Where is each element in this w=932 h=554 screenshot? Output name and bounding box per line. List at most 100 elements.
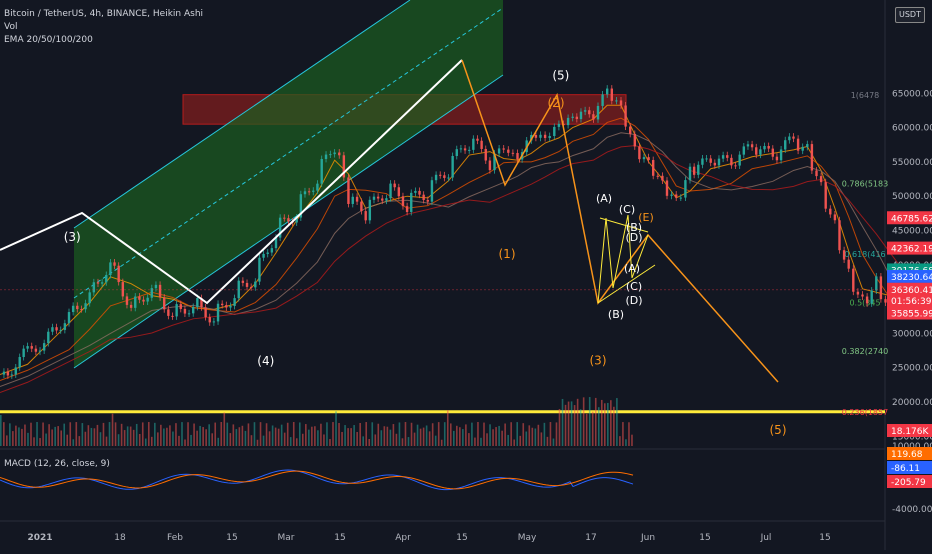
volume-bar — [169, 425, 171, 446]
candle-body — [624, 105, 627, 127]
volume-bar — [244, 430, 247, 446]
volume-bar — [292, 422, 295, 446]
macd-legend[interactable]: MACD (12, 26, close, 9) — [4, 459, 110, 469]
candle-body — [530, 134, 533, 141]
volume-bar — [332, 422, 334, 446]
volume-bar — [160, 424, 162, 446]
candle-body — [129, 304, 133, 308]
price-badge — [887, 294, 932, 308]
candle-body — [76, 305, 79, 310]
volume-bar — [93, 428, 96, 446]
volume-bar — [36, 422, 38, 446]
candle-body — [647, 157, 650, 161]
volume-bar — [232, 424, 235, 446]
candle-body — [788, 136, 791, 141]
time-tick-label: Jun — [640, 533, 655, 543]
volume-bar — [350, 428, 352, 446]
price-badge-label: 35855.99 — [891, 310, 932, 320]
volume-bar — [528, 425, 531, 446]
candle-body — [553, 126, 556, 137]
volume-bar — [537, 424, 540, 446]
volume-bar — [308, 429, 310, 446]
candle-body — [6, 371, 10, 376]
ema-indicator-label[interactable]: EMA 20/50/100/200 — [4, 35, 93, 45]
volume-bar — [108, 422, 111, 446]
volume-bar — [256, 439, 259, 446]
volume-bar — [39, 438, 41, 446]
candle-body — [2, 371, 6, 375]
volume-bar — [123, 430, 126, 446]
candle-body — [262, 253, 265, 258]
price-badge — [887, 306, 932, 320]
volume-bar — [87, 425, 90, 446]
candle-body — [312, 190, 315, 192]
candle-body — [439, 174, 442, 176]
volume-bar — [495, 427, 497, 446]
time-tick-label: Feb — [167, 533, 183, 543]
volume-bar — [147, 422, 150, 446]
candle-body — [705, 158, 708, 160]
fib-level-label: 0.236(1857 — [842, 408, 888, 417]
candle-body — [717, 158, 721, 166]
candle-body — [55, 327, 58, 331]
candle-body — [216, 303, 220, 322]
wave-label-white: (5) — [552, 69, 569, 83]
volume-bar — [564, 404, 567, 446]
symbol-title[interactable]: Bitcoin / TetherUS, 4h, BINANCE, Heikin … — [4, 9, 204, 19]
candle-body — [796, 138, 800, 151]
volume-bar — [613, 406, 615, 446]
volume-bar — [329, 439, 331, 446]
candle-body — [792, 136, 795, 139]
volume-bar — [90, 427, 93, 446]
volume-bar — [317, 430, 319, 446]
candle-body — [566, 117, 570, 126]
candle-body — [543, 134, 547, 139]
volume-bar — [181, 422, 183, 446]
volume-bar — [114, 422, 117, 446]
fib-level-label: 0.382(2740 — [842, 347, 888, 356]
candle-body — [750, 144, 754, 148]
volume-bar — [483, 422, 485, 446]
volume-bar — [585, 413, 588, 446]
candle-body — [819, 176, 823, 183]
candle-body — [488, 160, 492, 171]
volume-bar — [489, 424, 491, 446]
volume-bar — [492, 429, 494, 446]
price-badge — [887, 241, 932, 255]
currency-button[interactable]: USDT — [895, 7, 925, 23]
volume-bar — [151, 436, 153, 446]
volume-bar — [302, 433, 304, 446]
volume-bar — [453, 430, 455, 446]
wave-path-white — [0, 59, 463, 305]
candle-body — [675, 194, 678, 198]
candle-body — [47, 331, 50, 344]
volume-bar — [516, 422, 519, 446]
volume-bar — [229, 433, 232, 446]
vol-indicator-label[interactable]: Vol — [4, 22, 18, 32]
volume-bar — [543, 422, 546, 446]
volume-bar — [135, 423, 138, 446]
candle-body — [815, 170, 818, 177]
volume-badge — [887, 424, 932, 437]
candle-body — [84, 303, 87, 310]
candle-body — [426, 199, 429, 202]
candle-body — [759, 149, 762, 155]
candle-body — [171, 315, 174, 317]
volume-bar — [362, 436, 364, 446]
candle-body — [63, 323, 67, 330]
candle-body — [713, 162, 717, 166]
candle-body — [71, 305, 75, 313]
volume-bar — [570, 401, 573, 446]
candle-body — [633, 133, 636, 147]
volume-bar — [434, 435, 437, 446]
volume-bar — [389, 429, 392, 446]
volume-bar — [395, 433, 398, 446]
volume-bar — [504, 423, 506, 446]
volume-bar — [305, 424, 307, 446]
volume-bar — [214, 422, 217, 446]
candle-body — [414, 190, 417, 193]
candle-body — [347, 177, 350, 204]
volume-bar — [501, 430, 503, 446]
